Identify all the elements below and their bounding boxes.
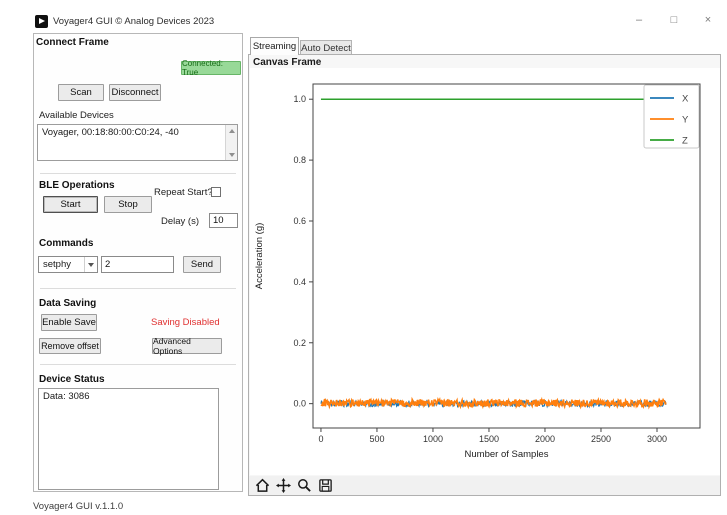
separator [40, 173, 236, 174]
saving-status: Saving Disabled [151, 317, 220, 328]
svg-text:1000: 1000 [423, 434, 443, 444]
svg-text:Z: Z [682, 136, 688, 147]
advanced-options-button[interactable]: Advanced Options [152, 336, 222, 356]
command-select[interactable]: setphy [38, 256, 98, 273]
scan-button[interactable]: Scan [58, 84, 104, 101]
send-button[interactable]: Send [183, 256, 221, 273]
remove-offset-button[interactable]: Remove offset [39, 338, 101, 354]
svg-text:1500: 1500 [479, 434, 499, 444]
svg-text:0.8: 0.8 [293, 155, 306, 165]
connect-frame-panel: Connect Frame Connected: True Scan Disco… [33, 33, 243, 492]
svg-text:1.0: 1.0 [293, 94, 306, 104]
disconnect-button[interactable]: Disconnect [109, 84, 161, 101]
tab-auto-detect[interactable]: Auto Detect [300, 40, 352, 55]
svg-text:2500: 2500 [591, 434, 611, 444]
connected-badge: Connected: True [181, 59, 241, 77]
device-status-title: Device Status [39, 374, 105, 385]
svg-text:0.0: 0.0 [293, 399, 306, 409]
svg-text:0.4: 0.4 [293, 277, 306, 287]
available-devices-label: Available Devices [39, 110, 114, 121]
separator [40, 364, 236, 365]
status-bar-text: Voyager4 GUI v.1.1.0 [33, 501, 124, 512]
canvas-frame-title: Canvas Frame [253, 57, 322, 68]
enable-save-button[interactable]: Enable Save [41, 314, 97, 331]
plot-toolbar [249, 476, 720, 495]
delay-input[interactable] [209, 213, 238, 228]
minimize-button[interactable]: – [635, 14, 643, 26]
stop-button[interactable]: Stop [104, 196, 152, 213]
scroll-down-icon[interactable] [226, 149, 238, 160]
svg-text:500: 500 [369, 434, 384, 444]
start-button[interactable]: Start [43, 196, 98, 213]
acceleration-chart[interactable]: 0 500 1000 1500 2000 2500 3000 0.0 0.2 0.4 0.6 0.8 1… [250, 68, 720, 475]
close-button[interactable]: × [704, 14, 712, 26]
tab-streaming[interactable]: Streaming [250, 37, 299, 55]
svg-text:Number of Samples: Number of Samples [465, 449, 549, 460]
title-bar: Voyager4 GUI © Analog Devices 2023 – □ × [0, 0, 727, 33]
repeat-start-checkbox[interactable] [211, 187, 221, 197]
connect-frame-title: Connect Frame [36, 37, 109, 48]
svg-text:X: X [682, 94, 689, 105]
device-list-scrollbar[interactable] [225, 125, 237, 160]
window-title: Voyager4 GUI © Analog Devices 2023 [53, 16, 215, 27]
delay-label: Delay (s) [161, 216, 200, 227]
svg-text:2000: 2000 [535, 434, 555, 444]
ble-operations-title: BLE Operations [39, 180, 115, 191]
zoom-icon[interactable] [297, 478, 312, 493]
pan-icon[interactable] [276, 478, 291, 493]
svg-text:Y: Y [682, 115, 689, 126]
svg-text:0.2: 0.2 [293, 338, 306, 348]
data-saving-title: Data Saving [39, 298, 97, 309]
repeat-start-label: Repeat Start? [154, 187, 213, 198]
app-logo-icon [35, 15, 48, 28]
svg-text:0.6: 0.6 [293, 216, 306, 226]
scroll-up-icon[interactable] [226, 125, 238, 136]
separator [40, 288, 236, 289]
device-list-item[interactable]: Voyager, 00:18:80:00:C0:24, -40 [42, 127, 179, 138]
device-status-text: Data: 3086 [43, 391, 90, 402]
command-select-value: setphy [43, 259, 71, 270]
svg-text:0: 0 [318, 434, 323, 444]
maximize-button[interactable]: □ [670, 14, 678, 26]
available-devices-list[interactable]: Voyager, 00:18:80:00:C0:24, -40 [37, 124, 238, 161]
svg-text:Acceleration (g): Acceleration (g) [254, 223, 265, 290]
chevron-down-icon[interactable] [84, 257, 97, 272]
command-argument-input[interactable] [101, 256, 174, 273]
commands-title: Commands [39, 238, 94, 249]
home-icon[interactable] [255, 478, 270, 493]
device-status-log[interactable]: Data: 3086 [38, 388, 219, 490]
svg-text:3000: 3000 [647, 434, 667, 444]
save-icon[interactable] [318, 478, 333, 493]
